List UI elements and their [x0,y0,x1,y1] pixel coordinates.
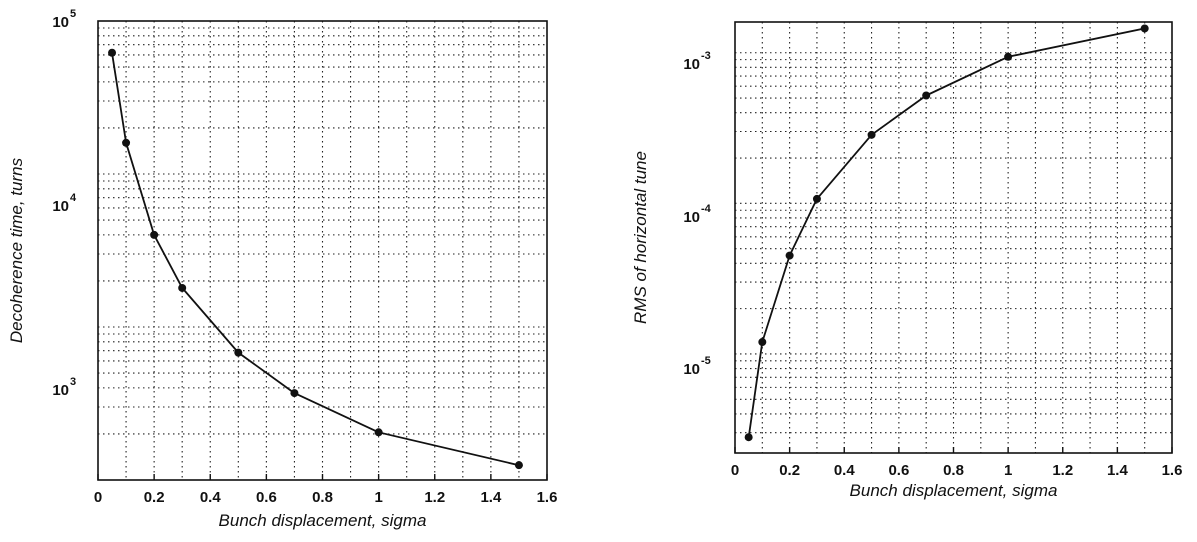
data-point [178,283,187,292]
x-tick-label: 1.6 [537,489,558,506]
x-tick-label: 1.4 [480,489,502,506]
y-tick-exponent: 5 [70,8,76,20]
y-tick-label: 10 3 [52,376,76,399]
data-point [922,91,931,100]
y-tick-exponent: -4 [701,203,712,215]
data-point [108,48,117,57]
y-tick-base: 10 [52,198,69,215]
data-point [758,338,767,347]
data-point [150,230,159,239]
x-tick-label: 0.2 [144,489,165,506]
x-tick-label: 1.2 [1052,462,1073,479]
y-tick-label: 10 -5 [683,355,710,378]
x-tick-label: 0.4 [200,489,222,506]
y-tick-base: 10 [683,361,700,378]
data-point [744,433,753,442]
x-tick-label: 0.8 [943,462,964,479]
series-line [111,52,520,467]
y-tick-label: 10 4 [52,192,77,215]
x-tick-label: 0 [731,462,739,479]
rms-horizontal-tune-chart: 0 0.2 0.4 0.6 0.8 1 1.2 1.4 1.610-310-410 -5Bunch… [631,21,1183,500]
data-point [514,461,523,470]
data-point [785,251,794,260]
y-tick-base: 10 [52,14,69,31]
y-tick-base: 10 [52,382,69,399]
data-point [234,348,243,357]
x-tick-label: 0 [94,489,102,506]
grid-lines [735,22,1172,453]
data-point [1004,52,1013,61]
grid-lines [98,21,547,480]
y-tick-exponent: 3 [70,376,76,388]
y-tick-label: 10 -4 [683,203,711,226]
x-tick-label: 0.8 [312,489,333,506]
data-point [812,194,821,203]
y-tick-exponent: -5 [701,355,711,367]
x-tick-label: 0.6 [888,462,909,479]
data-point [290,389,299,398]
series-line [747,27,1145,438]
y-tick-base: 10 [683,56,700,73]
x-tick-label: 0.4 [834,462,856,479]
x-axis-label: Bunch displacement, sigma [219,511,427,530]
x-tick-label: 1 [1004,462,1012,479]
data-point [122,138,131,147]
y-axis-label: RMS of horizontal tune [631,151,650,324]
y-tick-base: 10 [683,209,700,226]
y-tick-label: 10 -3 [683,50,710,73]
y-tick-label: 10 5 [52,8,76,31]
x-tick-label: 0.2 [779,462,800,479]
x-tick-label: 1 [374,489,382,506]
x-tick-label: 0.6 [256,489,277,506]
x-axis-label: Bunch displacement, sigma [850,481,1058,500]
y-axis-label: Decoherence time, turns [7,157,26,343]
x-tick-label: 1.6 [1162,462,1183,479]
x-tick-label: 1.2 [424,489,445,506]
data-point [1140,24,1149,33]
y-tick-exponent: -3 [701,50,711,62]
x-tick-label: 1.4 [1107,462,1129,479]
data-point [374,428,383,437]
data-point [867,130,876,139]
y-tick-exponent: 4 [70,192,77,204]
